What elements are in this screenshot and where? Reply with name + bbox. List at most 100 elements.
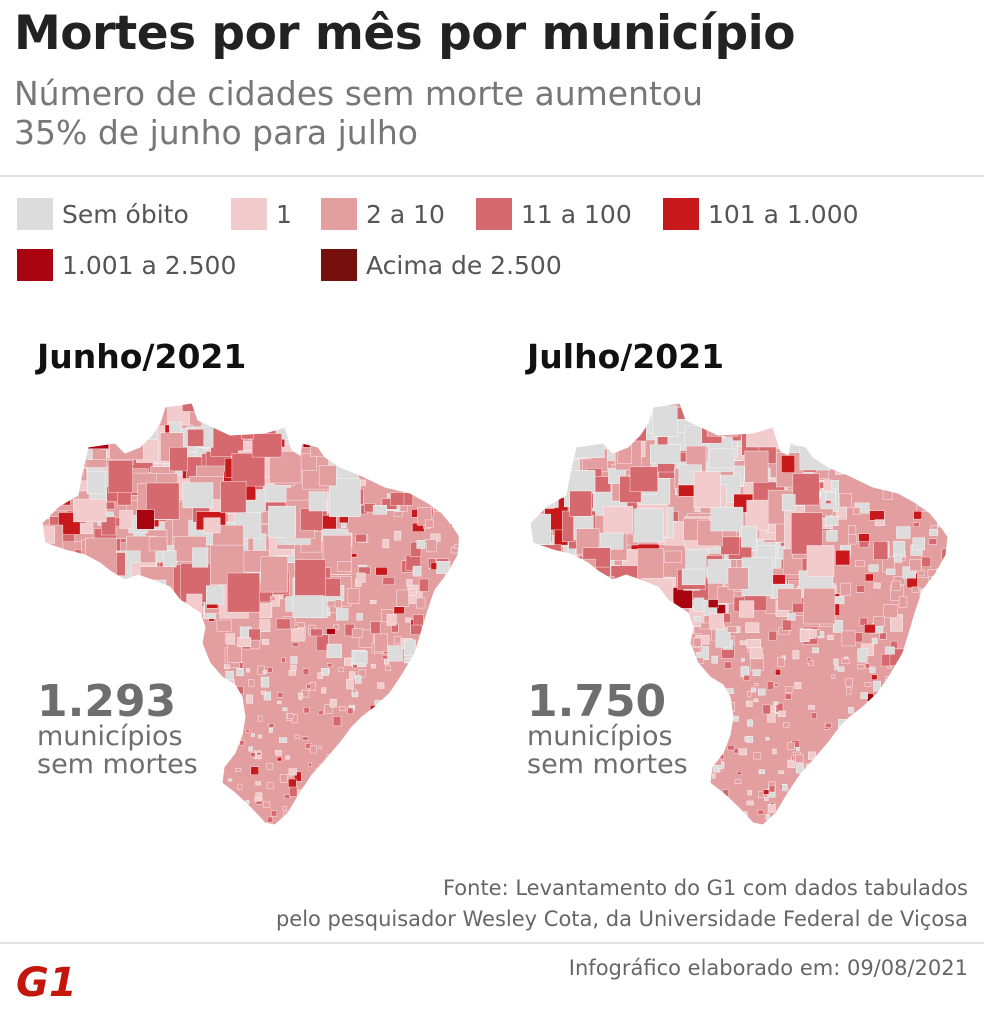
municipality-region (133, 642, 143, 655)
legend-label: 101 a 1.000 (708, 199, 859, 229)
municipality-region (188, 730, 196, 738)
municipality-region (771, 816, 777, 823)
page-subtitle: Número de cidades sem morte aumentou 35%… (14, 74, 914, 152)
municipality-region (827, 413, 835, 421)
municipality-region (645, 787, 650, 793)
municipality-region (50, 824, 56, 825)
municipality-region (743, 675, 751, 681)
municipality-region (576, 415, 602, 440)
municipality-region (458, 736, 460, 744)
municipality-region (860, 692, 869, 699)
municipality-region (435, 646, 444, 658)
municipality-region (392, 458, 404, 470)
municipality-region (633, 833, 641, 835)
municipality-region (530, 628, 542, 645)
municipality-region (911, 431, 925, 441)
municipality-region (449, 465, 460, 475)
subtitle-line-1: Número de cidades sem morte aumentou (14, 74, 704, 113)
municipality-region (838, 796, 845, 801)
municipality-region (327, 812, 334, 817)
municipality-region (725, 413, 751, 430)
municipality-region (70, 577, 92, 595)
municipality-region (879, 632, 887, 640)
municipality-region (175, 614, 183, 621)
municipality-region (787, 759, 796, 769)
municipality-region (438, 598, 446, 604)
municipality-region (618, 595, 629, 603)
municipality-region (32, 671, 35, 674)
municipality-region (452, 593, 460, 611)
municipality-region (443, 630, 453, 639)
municipality-region (268, 723, 275, 728)
municipality-region (684, 790, 690, 794)
municipality-region (311, 790, 318, 796)
municipality-region (894, 554, 903, 563)
municipality-region (794, 682, 802, 689)
municipality-region (706, 403, 739, 437)
municipality-region (843, 775, 850, 782)
municipality-region (152, 831, 156, 835)
municipality-region (641, 781, 646, 786)
municipality-region (156, 817, 165, 825)
municipality-region (849, 458, 862, 472)
municipality-region (850, 805, 859, 815)
municipality-region (592, 612, 601, 618)
municipality-region (228, 712, 237, 720)
municipality-region (382, 655, 388, 660)
municipality-region (131, 786, 136, 792)
municipality-region (285, 410, 314, 430)
municipality-region (77, 819, 84, 825)
municipality-region (33, 614, 40, 620)
municipality-region (288, 670, 297, 676)
map-title-june: Junho/2021 (37, 337, 247, 376)
municipality-region (73, 641, 88, 654)
municipality-region (453, 464, 460, 481)
municipality-region (698, 792, 704, 799)
map-title-july: Julho/2021 (527, 337, 725, 376)
municipality-region (638, 637, 648, 649)
municipality-region (775, 669, 781, 676)
municipality-region (905, 420, 916, 429)
municipality-region (179, 812, 187, 821)
municipality-region (363, 727, 370, 733)
municipality-region (69, 790, 76, 796)
municipality-region (721, 718, 726, 723)
municipality-region (440, 712, 446, 718)
municipality-region (132, 821, 140, 825)
municipality-region (543, 486, 557, 503)
municipality-region (142, 817, 150, 823)
municipality-region (85, 602, 96, 612)
map-outline (41, 402, 460, 826)
municipality-region (765, 737, 770, 741)
municipality-region (932, 765, 941, 776)
municipality-region (335, 829, 339, 832)
municipality-region (827, 445, 841, 454)
municipality-region (181, 623, 193, 631)
municipality-region (607, 792, 615, 801)
municipality-region (198, 781, 207, 789)
municipality-region (189, 703, 194, 709)
municipality-region (199, 748, 203, 752)
municipality-region (119, 510, 133, 529)
municipality-region (393, 824, 402, 825)
municipality-region (277, 700, 282, 705)
municipality-region (427, 714, 434, 720)
municipality-region (876, 460, 883, 466)
municipality-region (633, 616, 644, 627)
municipality-region (739, 748, 747, 756)
municipality-region (347, 588, 360, 604)
municipality-region (895, 428, 911, 444)
municipality-region (941, 548, 948, 561)
municipality-region (277, 757, 282, 762)
municipality-region (659, 648, 675, 669)
municipality-region (424, 422, 440, 443)
municipality-region (317, 672, 323, 679)
municipality-region (856, 715, 863, 721)
municipality-region (630, 608, 641, 618)
municipality-region (347, 747, 355, 757)
municipality-region (723, 728, 728, 731)
municipality-region (827, 441, 836, 449)
municipality-region (866, 773, 872, 778)
municipality-region (571, 813, 578, 820)
municipality-region (344, 657, 352, 666)
